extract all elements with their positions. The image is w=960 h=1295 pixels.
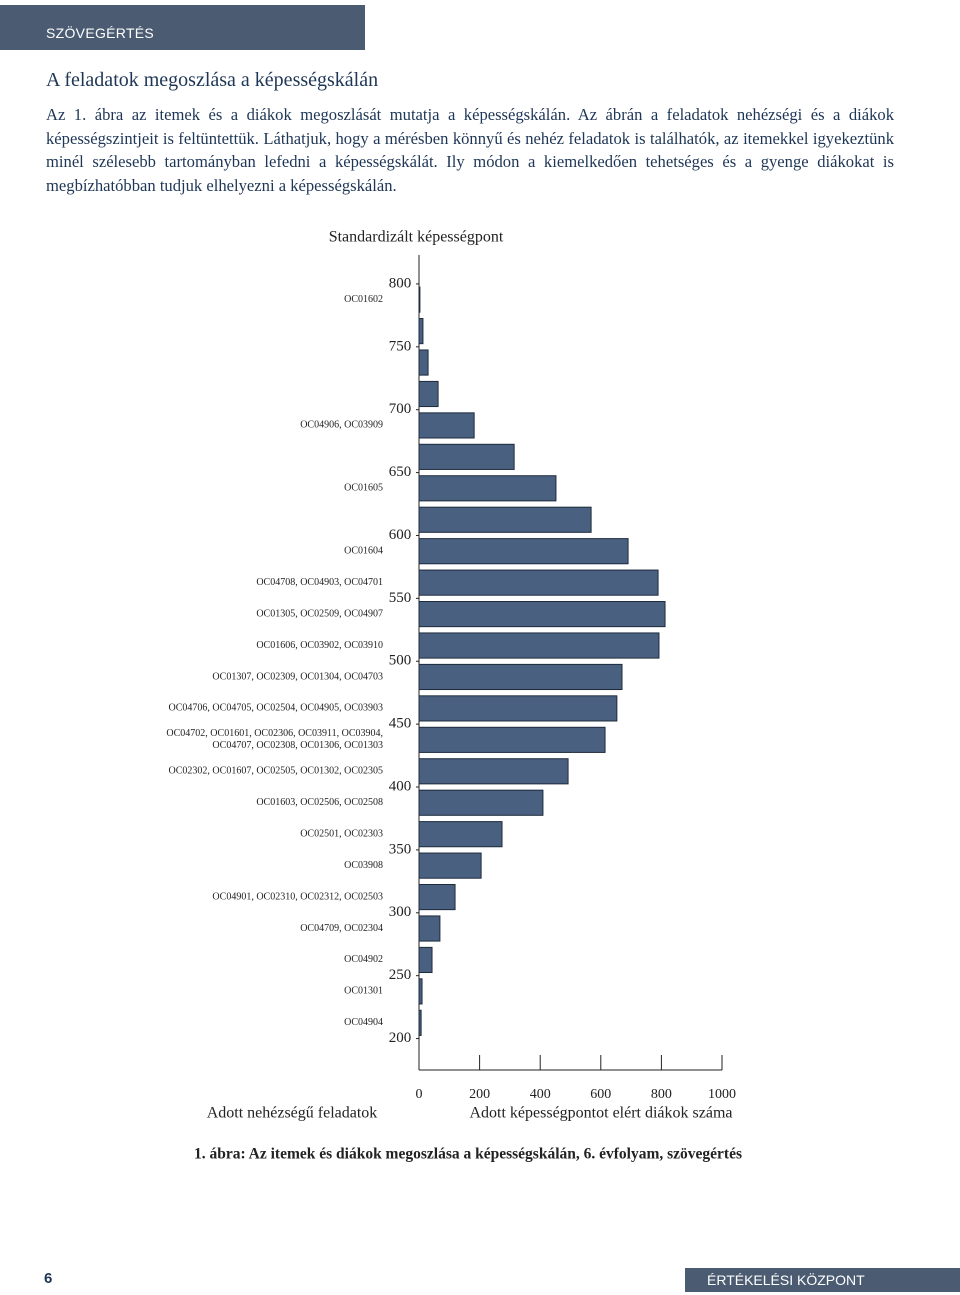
item-label: OC01605	[344, 483, 383, 494]
bar	[418, 663, 623, 691]
footer-bar: ÉRTÉKELÉSI KÖZPONT	[685, 1268, 960, 1292]
item-label: OC04706, OC04705, OC02504, OC04905, OC03…	[169, 703, 383, 714]
bar	[418, 506, 592, 533]
item-label: OC04707, OC02308, OC01306, OC01303	[212, 740, 383, 751]
bar	[418, 412, 475, 439]
chart-title: Standardizált képességpont	[329, 229, 504, 246]
bar	[418, 286, 421, 313]
items-label: Adott nehézségű feladatok	[207, 1105, 378, 1122]
bar	[418, 978, 423, 1005]
item-label: OC04902	[344, 954, 383, 965]
section-bar: SZÖVEGÉRTÉS	[0, 5, 365, 50]
y-tick-label: 400	[389, 778, 412, 794]
bar	[418, 380, 439, 408]
bar	[418, 695, 618, 722]
item-label: OC01606, OC03902, OC03910	[256, 640, 383, 651]
item-label: OC04906, OC03909	[300, 420, 383, 431]
bar	[418, 821, 503, 848]
item-label: OC04702, OC01601, OC02306, OC03911, OC03…	[166, 728, 383, 739]
x-tick-label: 600	[590, 1087, 611, 1102]
bar	[418, 915, 441, 942]
item-label: OC03908	[344, 860, 383, 871]
item-label: OC04901, OC02310, OC02312, OC02503	[212, 891, 383, 902]
x-tick-label: 200	[469, 1087, 490, 1102]
y-tick-label: 200	[389, 1030, 412, 1046]
item-label: OC01602	[344, 294, 383, 305]
y-tick-label: 650	[389, 464, 412, 480]
caption: 1. ábra: Az itemek és diákok megoszlása …	[194, 1146, 742, 1163]
x-tick-label: 1000	[708, 1087, 736, 1102]
y-tick-label: 500	[389, 653, 412, 669]
item-label: OC04709, OC02304	[300, 923, 383, 934]
item-label: OC02501, OC02303	[300, 828, 383, 839]
bar	[418, 1009, 422, 1036]
bar	[418, 443, 515, 470]
y-tick-label: 800	[389, 275, 412, 291]
bar	[418, 946, 433, 974]
bar	[418, 632, 660, 659]
x-tick-label: 400	[530, 1087, 551, 1102]
bar	[418, 475, 557, 502]
page-number: 6	[44, 1270, 53, 1287]
section-title: SZÖVEGÉRTÉS	[46, 25, 155, 41]
bar	[418, 758, 569, 785]
item-label: OC04708, OC04903, OC04701	[256, 577, 383, 588]
x-tick-label: 800	[651, 1087, 672, 1102]
item-label: OC01604	[344, 545, 383, 556]
paragraph: Az 1. ábra az itemek és a diákok megoszl…	[46, 105, 894, 195]
x-axis-label: Adott képességpontot elért diákok száma	[469, 1105, 732, 1122]
publisher: ÉRTÉKELÉSI KÖZPONT	[707, 1272, 865, 1288]
bar	[418, 726, 606, 753]
y-tick-label: 300	[389, 904, 412, 920]
item-label: OC04904	[344, 1017, 383, 1028]
item-label: OC01603, OC02506, OC02508	[256, 797, 383, 808]
chart: Standardizált képességpont Adott képessé…	[166, 229, 742, 1163]
bar	[418, 852, 482, 879]
item-label: OC01301	[344, 986, 383, 997]
item-label: OC02302, OC01607, OC02505, OC01302, OC02…	[169, 766, 383, 777]
y-tick-label: 550	[389, 590, 412, 606]
bar	[418, 883, 456, 911]
item-label: OC01307, OC02309, OC01304, OC04703	[212, 671, 383, 682]
bar	[418, 789, 544, 816]
y-tick-label: 350	[389, 841, 412, 857]
bar	[418, 569, 659, 596]
y-tick-label: 450	[389, 716, 412, 732]
y-tick-label: 700	[389, 401, 412, 417]
bar	[418, 538, 629, 565]
bar	[418, 349, 429, 376]
y-tick-label: 250	[389, 967, 412, 983]
x-tick-label: 0	[416, 1087, 423, 1102]
item-label: OC01305, OC02509, OC04907	[256, 608, 383, 619]
y-tick-label: 750	[389, 338, 412, 354]
y-tick-label: 600	[389, 527, 412, 543]
heading: A feladatok megoszlása a képességskálán	[46, 69, 379, 91]
bar	[418, 601, 666, 628]
bar	[418, 318, 424, 345]
